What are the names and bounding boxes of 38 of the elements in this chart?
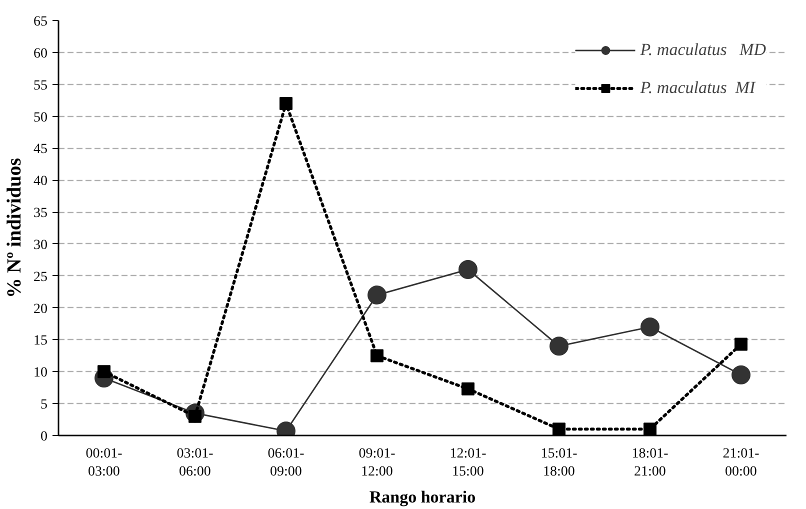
point [98, 365, 110, 378]
point [368, 286, 386, 305]
point [550, 336, 568, 356]
y-tick-label: 40 [34, 174, 48, 190]
y-tick-label: 20 [34, 302, 48, 317]
point [280, 97, 292, 110]
y-tick-label: 50 [34, 110, 48, 126]
y-tick-label: 65 [34, 14, 48, 30]
y-tick-label: 10 [34, 366, 48, 381]
y-tick-label: 5 [40, 398, 48, 413]
point [640, 317, 660, 336]
point [552, 422, 566, 436]
x-tick-label: 09:01- 12:00 [358, 446, 396, 480]
point [644, 422, 656, 436]
point [734, 338, 748, 351]
x-tick-label: 15:01- 18:00 [540, 446, 578, 480]
point [370, 349, 384, 362]
x-tick-label: 03:01- 06:00 [176, 446, 214, 480]
y-tick-label: 25 [34, 270, 48, 285]
x-tick-label: 21:01- 00:00 [722, 446, 760, 480]
y-tick-label: 0 [40, 430, 48, 444]
y-tick-label: 35 [34, 206, 48, 222]
x-axis-title: Rango horario [369, 488, 476, 506]
y-tick-label: 55 [34, 78, 48, 94]
legend-label: P. maculatus MD [640, 40, 766, 60]
x-tick-label: 06:01- 09:00 [268, 446, 305, 480]
point [458, 260, 478, 279]
y-axis-title: % Nº individuos [4, 158, 26, 298]
x-tick-label: 12:01- 15:00 [450, 446, 487, 480]
x-tick-label: 18:01- 21:00 [632, 446, 669, 480]
legend-label: P. maculatus MI [640, 78, 756, 98]
point [732, 365, 750, 384]
y-tick-label: 45 [34, 142, 48, 158]
y-tick-label: 30 [34, 238, 48, 253]
y-tick-label: 60 [34, 46, 48, 62]
x-tick-label: 00:01- 03:00 [86, 446, 123, 480]
point [462, 382, 474, 396]
y-tick-label: 15 [34, 334, 48, 349]
